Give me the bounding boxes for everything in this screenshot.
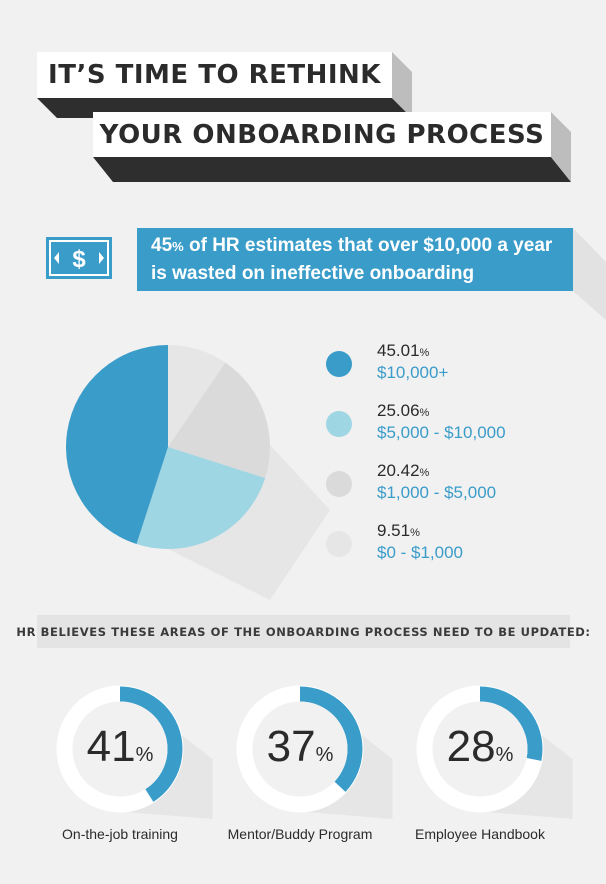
pie-slice <box>66 345 168 545</box>
donut-label: On-the-job training <box>62 826 178 842</box>
legend-range: $5,000 - $10,000 <box>377 423 506 442</box>
donut-label: Employee Handbook <box>415 826 545 842</box>
donut-label: Mentor/Buddy Program <box>227 826 373 842</box>
legend-percent: 45.01% <box>377 341 430 360</box>
donut-progress-arc <box>417 686 543 812</box>
title-line-2: YOUR ONBOARDING PROCESS <box>93 112 551 157</box>
donut-value: 28% <box>446 722 514 771</box>
pie-slice <box>168 362 270 479</box>
donut-hole <box>72 701 168 797</box>
donut-value: 41% <box>86 722 154 771</box>
donut-value: 37% <box>266 722 334 771</box>
pie-slice <box>168 345 226 447</box>
legend-dot <box>326 351 352 377</box>
banner-line-2: is wasted on ineffective onboarding <box>151 263 475 284</box>
legend-dot <box>326 531 352 557</box>
dollar-bill-icon: $ <box>46 237 112 279</box>
legend-dot <box>326 471 352 497</box>
banner-line-1: 45% of HR estimates that over $10,000 a … <box>151 235 553 256</box>
section-heading: HR BELIEVES THESE AREAS OF THE ONBOARDIN… <box>16 615 590 648</box>
donut-progress-arc <box>57 686 183 812</box>
legend-percent: 25.06% <box>377 401 430 420</box>
legend-percent: 9.51% <box>377 521 420 540</box>
donut-hole <box>252 701 348 797</box>
legend-dot <box>326 411 352 437</box>
legend-range: $10,000+ <box>377 363 449 382</box>
legend-range: $1,000 - $5,000 <box>377 483 497 502</box>
title-line-1: IT’S TIME TO RETHINK <box>37 52 392 98</box>
donut-progress-arc <box>237 686 363 812</box>
pie-slice <box>136 447 266 549</box>
donut-hole <box>432 701 528 797</box>
legend-range: $0 - $1,000 <box>377 543 464 562</box>
stat-banner: 45% of HR estimates that over $10,000 a … <box>137 228 573 291</box>
legend-percent: 20.42% <box>377 461 430 480</box>
svg-text:$: $ <box>72 246 86 273</box>
